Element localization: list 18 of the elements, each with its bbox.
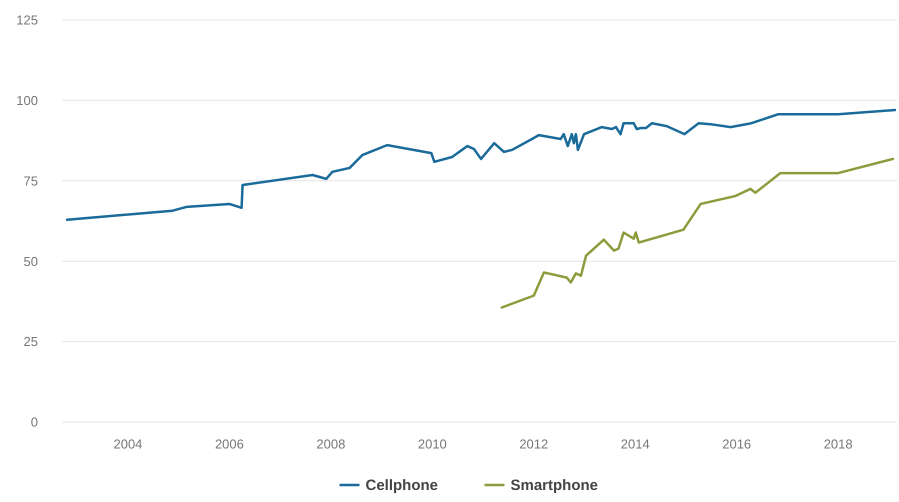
- line-series: [66, 108, 896, 221]
- y-tick-label: 0: [30, 414, 38, 430]
- x-tick-label: 2010: [418, 436, 447, 452]
- y-tick-label: 25: [24, 334, 38, 350]
- x-tick-label: 2014: [620, 436, 650, 452]
- x-tick-label: 2012: [519, 436, 548, 452]
- x-tick-label: 2004: [113, 436, 142, 452]
- x-tick-label: 2008: [316, 436, 346, 452]
- x-tick-label: 2006: [214, 436, 244, 452]
- x-tick-label: 2018: [824, 436, 853, 452]
- legend-label: Cellphone: [366, 477, 438, 494]
- y-tick-label: 50: [24, 254, 38, 269]
- y-tick-label: 75: [24, 173, 38, 188]
- x-tick-label: 2016: [722, 436, 752, 452]
- line-series: [500, 158, 894, 309]
- y-tick-label: 125: [16, 12, 38, 28]
- legend-label: Smartphone: [510, 477, 598, 494]
- y-tick-label: 100: [16, 92, 38, 108]
